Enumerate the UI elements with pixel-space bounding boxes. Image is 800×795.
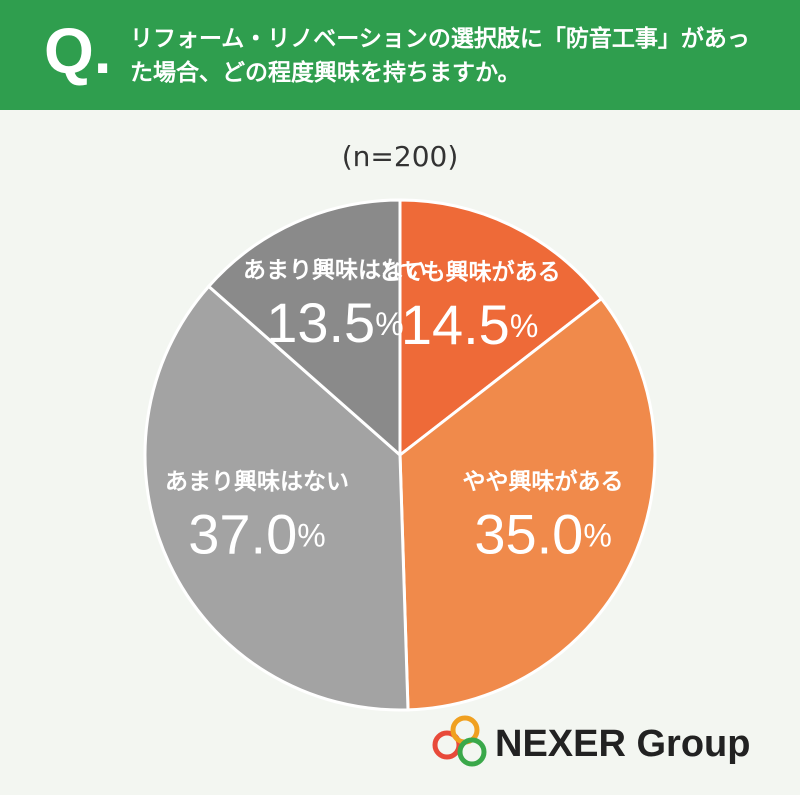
pie-slice: [398, 198, 604, 459]
slice-label: やや興味がある: [463, 468, 624, 495]
slice-label: とても興味がある: [378, 259, 560, 286]
slice-value: 13.5%: [266, 291, 403, 354]
slice-label: あまり興味はない: [243, 256, 427, 283]
chart-title: リフォーム・リノベーションの選択肢に「防音工事」があった場合、どの程度興味を持ち…: [130, 26, 750, 86]
pie-slice: [206, 198, 402, 459]
pie-slice: [143, 284, 410, 712]
pie-slice: [398, 296, 657, 712]
q-mark: Q.: [44, 15, 112, 87]
slice-value: 35.0%: [474, 502, 611, 565]
header: Q. リフォーム・リノベーションの選択肢に「防音工事」があった場合、どの程度興味…: [0, 0, 800, 110]
slice-label: あまり興味はない: [165, 468, 349, 495]
logo-icon: [432, 715, 487, 767]
logo-text: NEXER Group: [495, 723, 750, 765]
slice-value: 37.0%: [188, 502, 325, 565]
chart-subtitle: (n=200): [342, 140, 459, 173]
slice-value: 14.5%: [401, 293, 538, 356]
logo-ring: [432, 730, 462, 760]
logo-ring: [457, 737, 487, 767]
